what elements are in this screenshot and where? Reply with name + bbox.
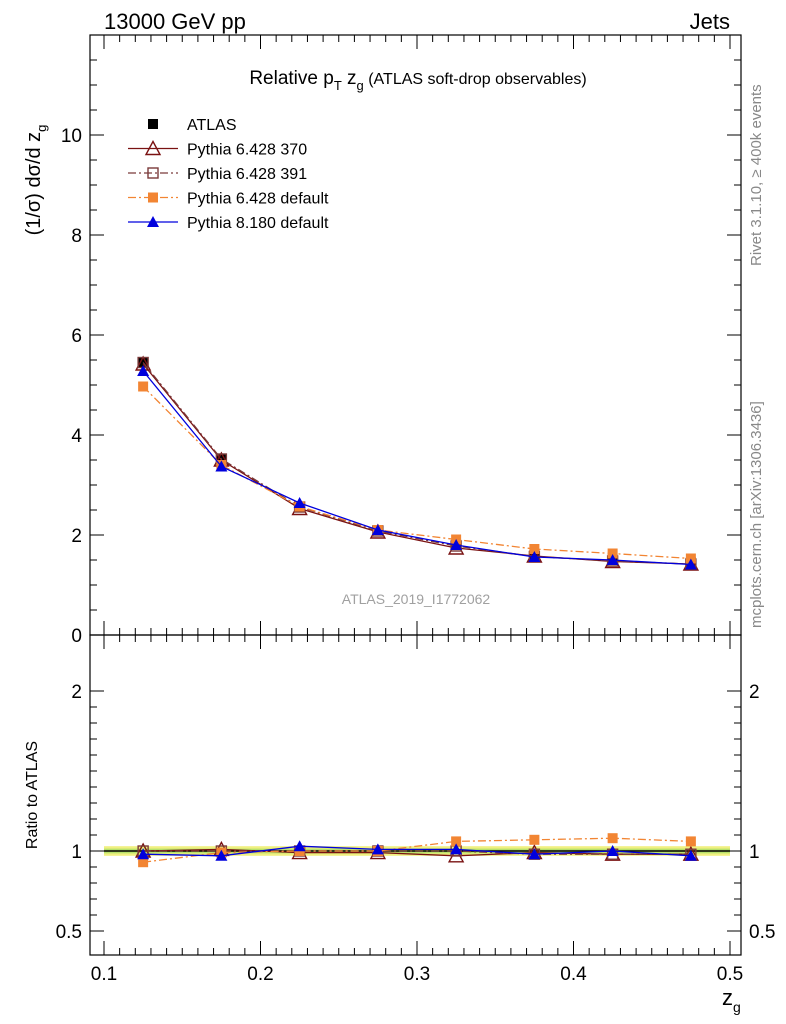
ratio-series-pythia-8-180-default (137, 840, 697, 861)
data-point-pythia-6-428-default (607, 548, 618, 559)
title-mid: z (342, 68, 357, 89)
x-tick-label: 0.3 (404, 964, 430, 985)
title-sub-t: T (334, 78, 342, 93)
x-axis-label: zg (722, 985, 741, 1015)
data-point-pythia-8-180-default (606, 554, 619, 565)
watermark: ATLAS_2019_I1772062 (342, 591, 491, 607)
data-point-pythia-8-180-default (528, 551, 541, 562)
ratio-point-pythia-8-180-default (684, 849, 697, 861)
legend-label-pythia-6-428-391: Pythia 6.428 391 (187, 166, 307, 183)
top-y-tick-label: 4 (71, 426, 82, 447)
rivet-label: Rivet 3.1.10, ≥ 400k events (748, 84, 765, 266)
legend-marker-pythia-6-428-default (148, 192, 158, 203)
ratio-point-pythia-6-428-default (685, 836, 696, 847)
ratio-point-pythia-8-180-default (528, 848, 541, 860)
data-point-pythia-8-180-default (215, 460, 228, 472)
ratio-point-pythia-6-428-default (138, 857, 149, 868)
series-line-pythia-8-180-default (142, 370, 691, 566)
ratio-point-pythia-8-180-default (371, 843, 384, 855)
x-tick-label: 0.4 (560, 964, 587, 985)
data-point-pythia-8-180-default (293, 497, 306, 508)
ratio-panel: 0.1 0.2 0.3 0.4 0.5 0.5 0.5 1 1 2 2 (56, 634, 775, 985)
ratio-line-pythia-6-428-391 (143, 850, 691, 855)
title-rest: (ATLAS soft-drop observables) (364, 71, 587, 88)
legend-marker-pythia-6-428-370 (144, 140, 162, 156)
x-label-main: z (722, 985, 733, 1010)
top-y-tick-label: 0 (71, 626, 82, 647)
ratio-y-axis-label: Ratio to ATLAS (24, 741, 41, 849)
ratio-point-pythia-8-180-default (137, 848, 150, 860)
ratio-line-pythia-6-428-default (143, 837, 691, 863)
series-line-pythia-6-428-default (142, 386, 691, 560)
ratio-line-pythia-6-428-370 (143, 848, 691, 857)
top-y-tick-label: 10 (61, 126, 82, 147)
top-panel: 0 2 4 6 8 10 (61, 34, 742, 647)
series-line-pythia-6-428-391 (142, 362, 691, 565)
top-y-label-main: (1/σ) dσ/d z (23, 132, 45, 236)
x-tick-label: 0.5 (717, 964, 743, 985)
legend-marker-pythia-8-180-default (147, 216, 159, 227)
legend-marker-atlas (148, 119, 158, 129)
legend-label-pythia-6-428-default: Pythia 6.428 default (187, 191, 329, 208)
ratio-y-tick-label-right: 2 (749, 682, 760, 703)
ratio-y-tick-label: 0.5 (56, 922, 82, 943)
ratio-point-pythia-8-180-default (293, 840, 306, 852)
data-point-pythia-6-428-default (138, 381, 149, 392)
legend-marker-pythia-6-428-391 (147, 167, 159, 179)
legend-label-pythia-8-180-default: Pythia 8.180 default (187, 215, 329, 232)
series-line-pythia-6-428-370 (142, 363, 691, 565)
x-tick-label: 0.1 (91, 964, 117, 985)
legend-label-pythia-6-428-370: Pythia 6.428 370 (187, 142, 307, 159)
legend-label-atlas: ATLAS (187, 117, 237, 134)
ratio-point-pythia-6-428-370 (447, 847, 465, 863)
top-y-tick-label: 6 (71, 326, 82, 347)
ratio-panel-frame (89, 634, 742, 956)
top-y-tick-label: 8 (71, 226, 82, 247)
mcplots-label: mcplots.cern.ch [arXiv:1306.3436] (748, 401, 765, 628)
ratio-point-pythia-8-180-default (450, 843, 463, 855)
ratio-line-pythia-8-180-default (143, 845, 691, 857)
series-pythia-6-428-default (138, 381, 696, 564)
title-base: Relative p (249, 68, 334, 89)
ratio-point-pythia-8-180-default (606, 845, 619, 856)
legend: ATLAS Pythia 6.428 370 Pythia 6.428 391 Pyt… (128, 117, 329, 232)
ratio-point-pythia-6-428-default (529, 834, 540, 845)
ratio-point-pythia-8-180-default (215, 849, 228, 861)
ratio-point-pythia-6-428-default (607, 833, 618, 844)
ratio-y-tick-label-right: 1 (749, 842, 760, 863)
ratio-point-pythia-6-428-default (451, 836, 462, 847)
top-y-label-sub: g (34, 125, 49, 132)
ratio-y-tick-label: 2 (71, 682, 82, 703)
top-y-axis-label: (1/σ) dσ/d zg (23, 125, 49, 236)
header-left: 13000 GeV pp (104, 9, 246, 34)
chart-title: Relative pT zg (ATLAS soft-drop observab… (249, 68, 586, 93)
data-point-pythia-8-180-default (137, 365, 150, 376)
data-point-pythia-8-180-default (371, 524, 384, 535)
ratio-y-tick-label: 1 (71, 842, 82, 863)
x-label-sub: g (733, 999, 741, 1015)
header-right: Jets (690, 9, 730, 34)
ratio-y-tick-label-right: 0.5 (749, 922, 775, 943)
data-point-pythia-6-428-default (529, 544, 540, 554)
x-tick-label: 0.2 (247, 964, 273, 985)
top-y-tick-label: 2 (71, 526, 82, 547)
title-sub-g: g (357, 78, 364, 93)
data-point-pythia-8-180-default (450, 539, 463, 550)
data-point-pythia-8-180-default (684, 558, 697, 570)
series-pythia-8-180-default (137, 365, 697, 570)
